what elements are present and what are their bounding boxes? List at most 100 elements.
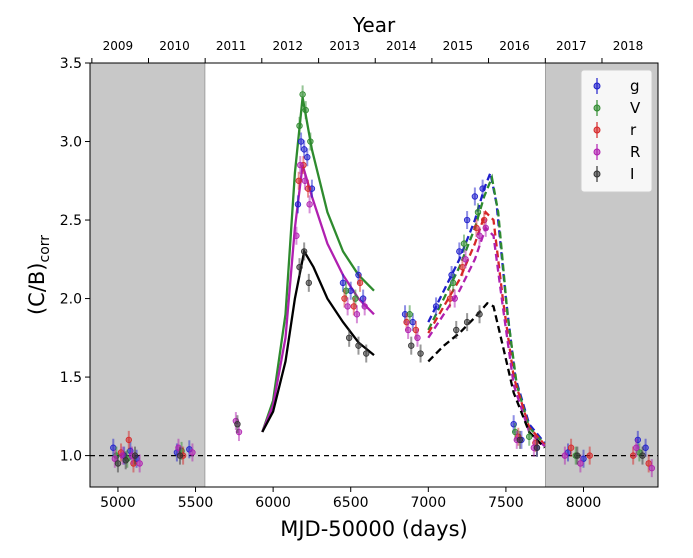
data-point-V — [296, 116, 303, 135]
point-marker — [345, 334, 353, 342]
data-point-R — [476, 226, 483, 245]
y-axis-label: (C/B)corr — [25, 235, 53, 315]
point-marker — [463, 318, 471, 326]
data-point-V — [299, 85, 306, 104]
point-marker — [297, 138, 305, 145]
x-tick-label: 8000 — [566, 495, 602, 511]
point-marker — [577, 460, 584, 467]
point-marker — [306, 201, 313, 208]
data-point-I — [131, 446, 139, 465]
data-point-g — [304, 148, 311, 167]
point-marker — [404, 326, 412, 334]
legend-entry-g: g — [593, 77, 640, 95]
data-point-I — [408, 336, 415, 355]
data-point-R — [414, 328, 421, 347]
y-tick-label: 3.0 — [60, 135, 82, 151]
point-marker — [296, 122, 303, 130]
data-point-R — [306, 195, 313, 214]
model-curve — [261, 97, 375, 433]
top-tick-label: 2009 — [103, 39, 134, 53]
point-marker — [586, 452, 593, 459]
point-marker — [114, 460, 122, 467]
point-marker — [341, 295, 348, 302]
x-tick-label: 6500 — [333, 495, 369, 511]
top-tick-label: 2011 — [216, 39, 247, 53]
data-point-I — [453, 320, 460, 339]
point-marker — [473, 224, 480, 232]
data-point-g — [432, 297, 440, 316]
data-point-I — [114, 454, 122, 473]
data-point-g — [479, 179, 486, 198]
point-marker — [136, 460, 143, 467]
data-point-R — [189, 443, 196, 462]
legend-marker — [593, 126, 601, 134]
legend-entry-r: r — [593, 121, 637, 139]
legend-label: V — [630, 99, 641, 117]
point-marker — [299, 91, 306, 98]
point-marker — [633, 444, 640, 451]
data-point-R — [633, 438, 640, 457]
point-marker — [293, 232, 300, 239]
point-marker — [409, 318, 416, 326]
point-marker — [234, 420, 241, 428]
top-tick-label: 2013 — [329, 39, 360, 53]
point-marker — [525, 433, 533, 440]
top-tick-label: 2016 — [499, 39, 530, 53]
chart-title: Year — [352, 13, 396, 37]
data-point-I — [639, 446, 646, 465]
data-point-r — [446, 289, 454, 308]
model-curve — [427, 301, 546, 449]
point-marker — [176, 452, 184, 459]
top-tick-label: 2012 — [273, 39, 304, 53]
data-point-R — [293, 226, 300, 245]
legend-marker — [593, 82, 601, 90]
data-point-V — [525, 427, 533, 446]
point-marker — [125, 436, 132, 444]
point-marker — [471, 193, 479, 200]
legend-entry-V: V — [593, 99, 641, 117]
data-point-V — [449, 273, 457, 292]
point-marker — [567, 444, 575, 451]
data-point-r — [473, 218, 480, 237]
x-tick-label: 7000 — [410, 495, 446, 511]
point-marker — [356, 279, 364, 287]
data-point-I — [234, 415, 241, 434]
point-marker — [110, 444, 117, 451]
x-tick-label: 5500 — [178, 495, 214, 511]
data-point-I — [463, 313, 471, 332]
point-marker — [294, 201, 302, 208]
data-point-r — [645, 454, 652, 473]
data-point-I — [417, 344, 424, 363]
data-point-r — [459, 258, 466, 277]
data-point-R — [136, 454, 143, 473]
data-point-R — [482, 218, 489, 237]
data-point-V — [302, 101, 309, 120]
point-marker — [451, 295, 458, 302]
point-marker — [561, 452, 569, 459]
y-tick-label: 2.5 — [60, 213, 82, 229]
legend-label: I — [630, 165, 634, 183]
data-point-R — [404, 320, 412, 339]
point-marker — [302, 106, 309, 114]
legend-entry-I: I — [593, 165, 634, 183]
data-point-R — [297, 156, 304, 175]
point-marker — [406, 311, 413, 318]
data-point-R — [119, 446, 126, 465]
y-tick-label: 3.5 — [60, 56, 82, 72]
data-point-R — [353, 305, 361, 324]
model-curve — [427, 210, 546, 446]
point-marker — [476, 232, 483, 239]
data-point-I — [296, 258, 303, 277]
point-marker — [648, 464, 655, 472]
legend-label: g — [630, 77, 640, 95]
x-axis: 5000 5500 6000 6500 7000 7500 8000 — [100, 487, 601, 511]
point-marker — [300, 146, 308, 153]
point-marker — [642, 444, 649, 451]
x-axis-label: MJD-50000 (days) — [280, 517, 468, 541]
data-point-I — [300, 242, 308, 261]
legend-marker — [593, 148, 601, 156]
point-marker — [462, 256, 469, 263]
data-point-R — [301, 171, 309, 190]
point-marker — [304, 185, 312, 192]
